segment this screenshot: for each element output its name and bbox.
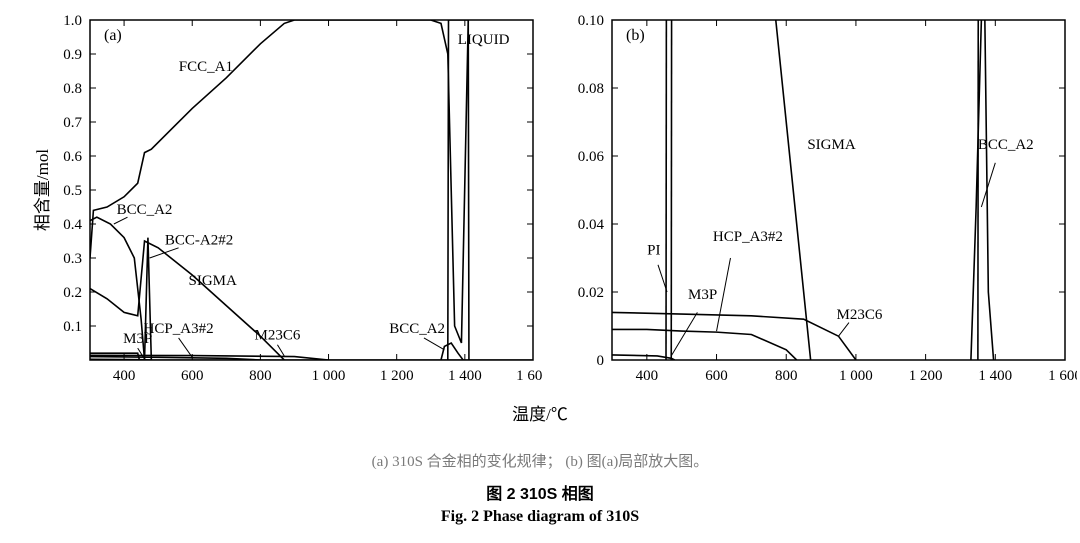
caption-sub: (a) 310S 合金相的变化规律； (b) 图(a)局部放大图。 — [0, 450, 1080, 471]
panel-a: 400 600 800 1 000 1 200 1 400 1 600 0.1 0.2 0.3 0.… — [18, 10, 543, 410]
svg-text:1 400: 1 400 — [448, 368, 482, 384]
svg-text:800: 800 — [775, 368, 798, 384]
svg-text:400: 400 — [113, 368, 136, 384]
svg-text:SIGMA: SIGMA — [807, 137, 856, 153]
panel-a-svg: 400 600 800 1 000 1 200 1 400 1 600 0.1 0.2 0.3 0.… — [18, 10, 543, 410]
x-axis-label: 温度/℃ — [0, 400, 1080, 425]
svg-text:1 200: 1 200 — [380, 368, 414, 384]
svg-text:PI: PI — [647, 243, 660, 259]
svg-text:0.2: 0.2 — [63, 285, 82, 301]
svg-text:1 400: 1 400 — [978, 368, 1012, 384]
svg-text:0.08: 0.08 — [578, 81, 604, 97]
svg-text:M23C6: M23C6 — [255, 328, 301, 344]
charts-row: 400 600 800 1 000 1 200 1 400 1 600 0.1 0.2 0.3 0.… — [0, 0, 1080, 420]
svg-text:400: 400 — [636, 368, 659, 384]
svg-text:0.6: 0.6 — [63, 149, 82, 165]
svg-text:0.02: 0.02 — [578, 285, 604, 301]
svg-text:(a): (a) — [104, 27, 122, 44]
svg-text:0.3: 0.3 — [63, 251, 82, 267]
svg-text:600: 600 — [181, 368, 204, 384]
svg-text:1 600: 1 600 — [1048, 368, 1077, 384]
svg-text:0.04: 0.04 — [578, 217, 605, 233]
svg-text:BCC_A2: BCC_A2 — [978, 137, 1034, 153]
svg-text:0.10: 0.10 — [578, 13, 604, 29]
svg-text:0.5: 0.5 — [63, 183, 82, 199]
svg-text:BCC_A2: BCC_A2 — [389, 321, 445, 337]
caption-cn: 图 2 310S 相图 — [0, 480, 1080, 504]
svg-text:1 200: 1 200 — [909, 368, 943, 384]
svg-text:相含量/mol: 相含量/mol — [33, 149, 52, 231]
svg-text:HCP_A3#2: HCP_A3#2 — [713, 229, 783, 245]
svg-text:800: 800 — [249, 368, 272, 384]
panel-b: 400 600 800 1 000 1 200 1 400 1 600 0 0.02 0.04 0.… — [552, 10, 1077, 410]
panel-b-svg: 400 600 800 1 000 1 200 1 400 1 600 0 0.02 0.04 0.… — [552, 10, 1077, 410]
svg-text:SIGMA: SIGMA — [189, 273, 238, 289]
caption-en: Fig. 2 Phase diagram of 310S — [0, 508, 1080, 526]
svg-text:1 600: 1 600 — [516, 368, 543, 384]
svg-text:1 000: 1 000 — [312, 368, 346, 384]
svg-text:LIQUID: LIQUID — [458, 32, 510, 48]
page: 400 600 800 1 000 1 200 1 400 1 600 0.1 0.2 0.3 0.… — [0, 0, 1080, 543]
svg-text:HCP_A3#2: HCP_A3#2 — [144, 321, 214, 337]
svg-text:0.4: 0.4 — [63, 217, 82, 233]
svg-text:1.0: 1.0 — [63, 13, 82, 29]
svg-text:0.9: 0.9 — [63, 47, 82, 63]
svg-text:0: 0 — [597, 353, 605, 369]
svg-text:BCC_A2: BCC_A2 — [117, 202, 173, 218]
svg-text:0.7: 0.7 — [63, 115, 82, 131]
svg-text:M3P: M3P — [123, 331, 152, 347]
svg-text:600: 600 — [705, 368, 728, 384]
svg-text:0.1: 0.1 — [63, 319, 82, 335]
svg-text:FCC_A1: FCC_A1 — [179, 59, 233, 75]
svg-text:M23C6: M23C6 — [836, 307, 882, 323]
svg-text:1 000: 1 000 — [839, 368, 873, 384]
svg-text:BCC-A2#2: BCC-A2#2 — [165, 232, 233, 248]
svg-text:(b): (b) — [626, 27, 645, 44]
svg-text:0.06: 0.06 — [578, 149, 605, 165]
svg-text:0.8: 0.8 — [63, 81, 82, 97]
svg-text:M3P: M3P — [688, 287, 717, 303]
